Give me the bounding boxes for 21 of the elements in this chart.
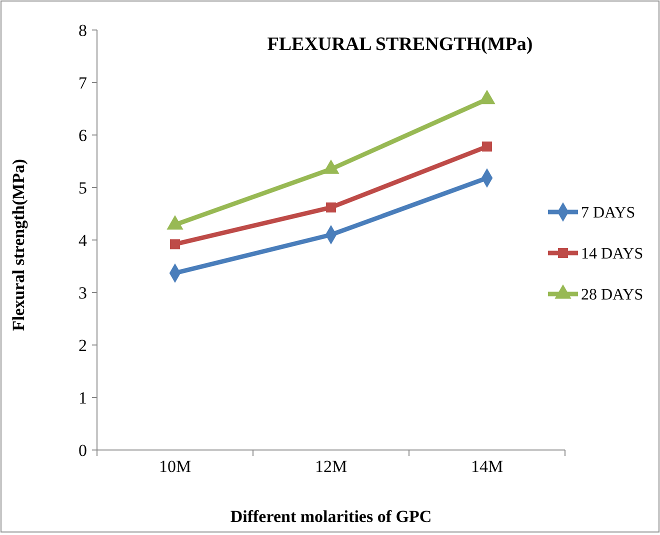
y-tick-label: 2 <box>78 336 87 355</box>
legend-label: 14 DAYS <box>581 246 644 263</box>
y-tick-label: 5 <box>78 178 87 198</box>
y-tick-label: 8 <box>78 20 87 40</box>
y-tick-label: 7 <box>78 73 88 92</box>
y-tick-label: 1 <box>78 388 87 408</box>
y-axis-title: Flexural strength(MPa) <box>9 158 28 332</box>
x-axis-title: Different molarities of GPC <box>230 507 432 526</box>
x-tick-label: 14M <box>470 457 504 476</box>
point <box>326 202 336 212</box>
y-tick-label: 4 <box>78 230 88 250</box>
point <box>170 239 180 250</box>
x-tick-label: 12M <box>314 457 348 476</box>
y-tick-label: 6 <box>78 126 87 145</box>
legend-label: 28 DAYS <box>581 286 644 304</box>
chart-title: FLEXURAL STRENGTH(MPa) <box>267 34 533 55</box>
point <box>322 160 340 174</box>
y-tick-label: 0 <box>78 440 87 460</box>
y-tick-label: 3 <box>78 283 87 302</box>
x-tick-label: 10M <box>158 457 192 476</box>
legend-label: 7 DAYS <box>581 204 636 222</box>
